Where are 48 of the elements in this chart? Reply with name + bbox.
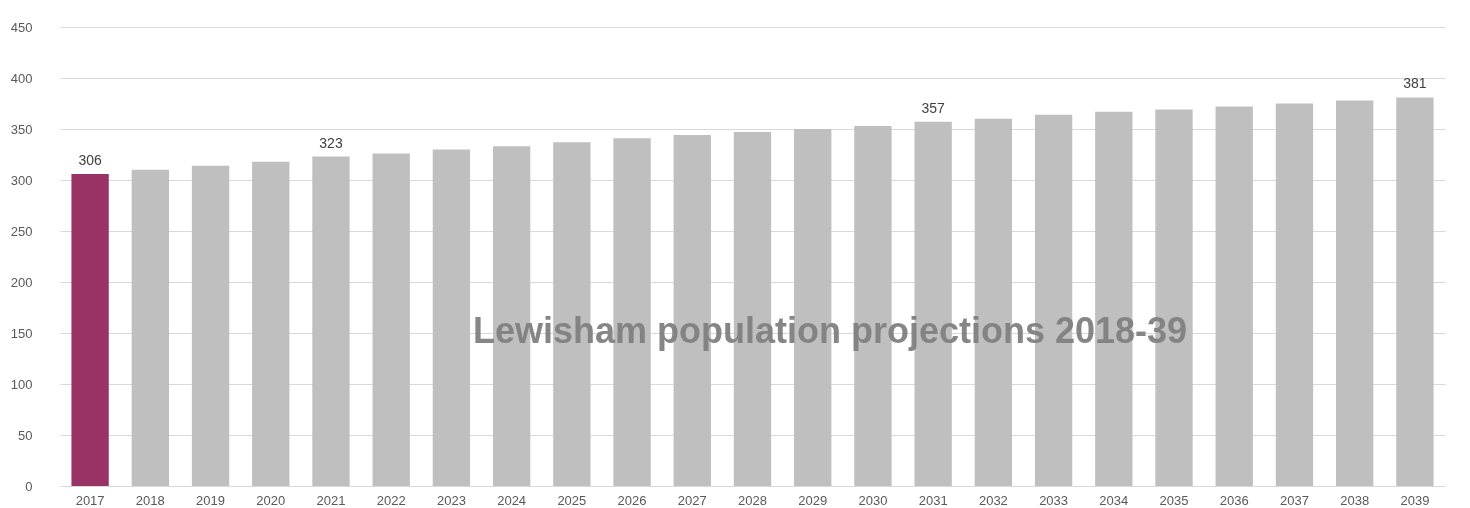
x-tick-label: 2024 [497, 492, 527, 508]
bar [1336, 100, 1374, 486]
x-tick-label: 2037 [1280, 492, 1309, 508]
x-tick-label: 2018 [135, 492, 165, 508]
x-tick-label: 2039 [1400, 492, 1430, 508]
bar [372, 153, 410, 486]
bar [252, 161, 290, 486]
y-tick-label: 300 [10, 172, 33, 188]
y-tick-label: 250 [10, 223, 33, 239]
x-tick-label: 2020 [256, 492, 286, 508]
x-tick-label: 2027 [677, 492, 707, 508]
x-tick-label: 2036 [1219, 492, 1249, 508]
bar [432, 149, 471, 486]
bar [71, 173, 109, 486]
bar [1275, 103, 1314, 486]
data-label: 323 [319, 134, 343, 151]
bar [1396, 97, 1434, 486]
x-tick-label: 2035 [1159, 492, 1189, 508]
y-tick-label: 50 [18, 427, 33, 443]
bar [131, 169, 169, 486]
y-tick-label: 400 [10, 70, 33, 86]
x-tick-label: 2023 [436, 492, 466, 508]
y-tick-label: 450 [10, 19, 33, 35]
x-tick-label: 2029 [798, 492, 828, 508]
y-tick-label: 350 [10, 121, 33, 137]
x-tick-label: 2033 [1039, 492, 1069, 508]
y-tick-label: 150 [10, 325, 33, 341]
x-tick-label: 2030 [858, 492, 888, 508]
x-tick-label: 2032 [978, 492, 1008, 508]
data-label: 357 [921, 99, 946, 116]
x-tick-label: 2021 [316, 492, 346, 508]
x-tick-label: 2026 [617, 492, 647, 508]
data-label: 306 [78, 151, 102, 168]
y-tick-label: 100 [10, 376, 33, 392]
data-label: 381 [1403, 75, 1427, 92]
x-tick-label: 2017 [75, 492, 105, 508]
y-tick-label: 0 [25, 478, 33, 494]
x-tick-label: 2025 [557, 492, 587, 508]
x-tick-label: 2034 [1099, 492, 1129, 508]
bar [191, 165, 230, 486]
x-tick-label: 2028 [738, 492, 767, 508]
bar [1215, 106, 1253, 486]
bar [312, 156, 350, 486]
x-tick-label: 2031 [918, 492, 948, 508]
y-tick-label: 200 [10, 274, 33, 290]
x-tick-label: 2022 [376, 492, 406, 508]
x-tick-label: 2019 [196, 492, 225, 508]
x-tick-label: 2038 [1340, 492, 1370, 508]
